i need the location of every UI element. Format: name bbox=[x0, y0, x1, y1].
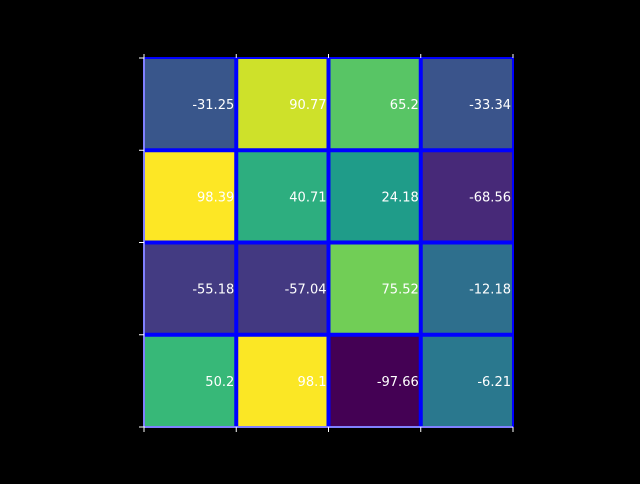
cells-layer bbox=[144, 58, 513, 427]
value-label-r2-c0: -55.18 bbox=[192, 283, 234, 298]
value-labels: -31.25 90.77 65.2 -33.34 98.39 40.71 24.18 -68.… bbox=[192, 98, 511, 390]
value-label-r1-c2: 24.18 bbox=[382, 190, 419, 205]
value-label-r0-c2: 65.2 bbox=[390, 98, 419, 113]
value-label-r1-c1: 40.71 bbox=[289, 190, 326, 205]
value-label-r3-c0: 50.2 bbox=[205, 375, 234, 390]
grid-borders bbox=[143, 57, 514, 428]
value-label-r0-c1: 90.77 bbox=[289, 98, 326, 113]
heatmap-cell-r3-c3 bbox=[420, 334, 513, 427]
value-label-r3-c1: 98.1 bbox=[298, 375, 327, 390]
value-label-r2-c1: -57.04 bbox=[285, 283, 327, 298]
axes bbox=[139, 54, 514, 432]
heatmap-cell-r0-c2 bbox=[328, 58, 421, 151]
heatmap-cell-r1-c0 bbox=[144, 150, 237, 243]
heatmap-cell-r1-c1 bbox=[236, 150, 329, 243]
heatmap-cell-r3-c0 bbox=[144, 334, 237, 427]
heatmap-cell-r1-c3 bbox=[420, 150, 513, 243]
value-label-r2-c3: -12.18 bbox=[469, 283, 511, 298]
value-label-r0-c0: -31.25 bbox=[192, 98, 234, 113]
heatmap-cell-r1-c2 bbox=[328, 150, 421, 243]
heatmap-cell-r0-c3 bbox=[420, 58, 513, 151]
value-label-r1-c0: 98.39 bbox=[197, 190, 234, 205]
heatmap-cell-r0-c1 bbox=[236, 58, 329, 151]
value-label-r2-c2: 75.52 bbox=[382, 283, 419, 298]
heatmap-cell-r3-c1 bbox=[236, 334, 329, 427]
value-label-r0-c3: -33.34 bbox=[469, 98, 511, 113]
heatmap-cell-r2-c0 bbox=[144, 242, 237, 335]
heatmap-cell-r0-c0 bbox=[144, 58, 237, 151]
heatmap-cell-r3-c2 bbox=[328, 334, 421, 427]
heatmap-cell-r2-c2 bbox=[328, 242, 421, 335]
heatmap-cell-r2-c1 bbox=[236, 242, 329, 335]
heatmap-cell-r2-c3 bbox=[420, 242, 513, 335]
value-label-r1-c3: -68.56 bbox=[469, 190, 511, 205]
value-label-r3-c2: -97.66 bbox=[377, 375, 419, 390]
value-label-r3-c3: -6.21 bbox=[477, 375, 511, 390]
